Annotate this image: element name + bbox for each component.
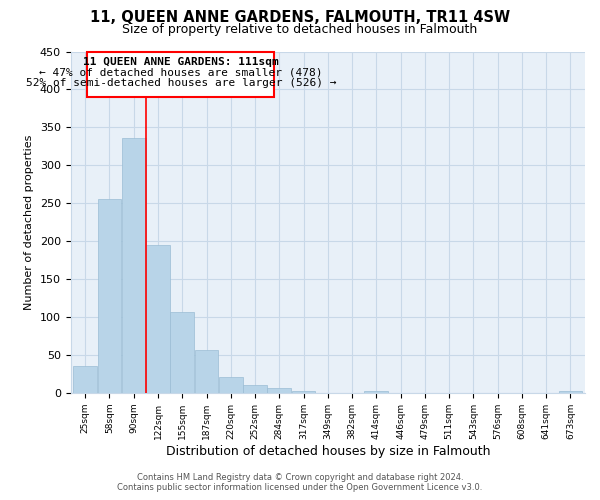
- Bar: [268, 388, 291, 393]
- FancyBboxPatch shape: [87, 52, 274, 97]
- Bar: [122, 138, 146, 393]
- Bar: [98, 198, 121, 393]
- Bar: [73, 366, 97, 393]
- Bar: [219, 377, 242, 393]
- Bar: [243, 384, 267, 393]
- Text: ← 47% of detached houses are smaller (478): ← 47% of detached houses are smaller (47…: [39, 68, 323, 78]
- Text: 52% of semi-detached houses are larger (526) →: 52% of semi-detached houses are larger (…: [26, 78, 336, 88]
- Bar: [194, 350, 218, 393]
- Bar: [146, 245, 170, 393]
- Bar: [364, 390, 388, 393]
- Text: Size of property relative to detached houses in Falmouth: Size of property relative to detached ho…: [122, 22, 478, 36]
- Bar: [559, 390, 583, 393]
- Y-axis label: Number of detached properties: Number of detached properties: [24, 134, 34, 310]
- Text: 11, QUEEN ANNE GARDENS, FALMOUTH, TR11 4SW: 11, QUEEN ANNE GARDENS, FALMOUTH, TR11 4…: [90, 10, 510, 25]
- Text: Contains HM Land Registry data © Crown copyright and database right 2024.
Contai: Contains HM Land Registry data © Crown c…: [118, 473, 482, 492]
- Text: 11 QUEEN ANNE GARDENS: 111sqm: 11 QUEEN ANNE GARDENS: 111sqm: [83, 57, 278, 67]
- Bar: [170, 312, 194, 393]
- Bar: [292, 390, 316, 393]
- X-axis label: Distribution of detached houses by size in Falmouth: Distribution of detached houses by size …: [166, 444, 490, 458]
